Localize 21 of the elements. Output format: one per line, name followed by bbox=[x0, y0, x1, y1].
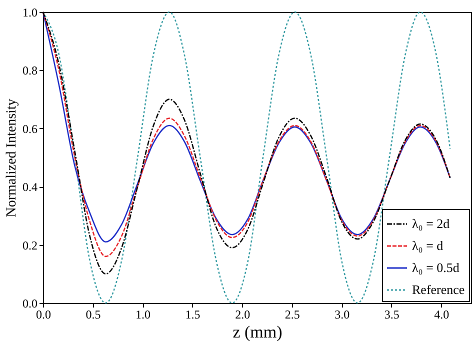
legend-label: λ₀ = 2d bbox=[412, 216, 450, 231]
x-tick-label: 0.0 bbox=[36, 308, 51, 322]
legend-label: Reference bbox=[412, 282, 465, 297]
y-tick-label: 0.0 bbox=[22, 296, 38, 310]
x-tick-label: 0.5 bbox=[86, 308, 101, 322]
y-tick-label: 0.2 bbox=[22, 238, 38, 252]
y-tick-label: 0.6 bbox=[22, 122, 38, 136]
y-tick-label: 0.8 bbox=[22, 64, 38, 78]
legend-label: λ₀ = d bbox=[412, 238, 444, 253]
x-tick-label: 3.5 bbox=[384, 308, 400, 322]
y-axis-title: Normalized Intensity bbox=[4, 98, 20, 218]
x-tick-label: 3.0 bbox=[334, 308, 350, 322]
x-tick-label: 2.5 bbox=[284, 308, 300, 322]
legend-label: λ₀ = 0.5d bbox=[412, 260, 460, 275]
x-tick-label: 4.0 bbox=[434, 308, 450, 322]
x-tick-label: 1.5 bbox=[185, 308, 200, 322]
y-tick-label: 0.4 bbox=[22, 180, 38, 194]
x-tick-label: 2.0 bbox=[235, 308, 250, 322]
x-tick-label: 1.0 bbox=[136, 308, 151, 322]
y-tick-label: 1.0 bbox=[22, 6, 38, 20]
x-axis-title: z (mm) bbox=[232, 322, 282, 342]
